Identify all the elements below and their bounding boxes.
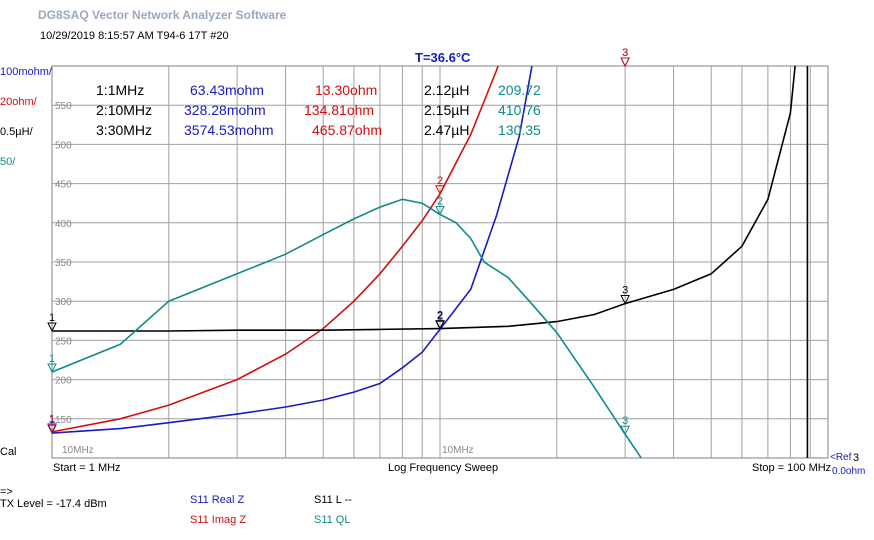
series-imag-z — [52, 66, 499, 433]
legend-inductance[interactable]: S11 L -- — [314, 494, 352, 506]
marker-number: 3 — [622, 47, 628, 59]
scale-real: 100mohm/ — [0, 66, 52, 78]
y-tick-label: 300 — [55, 297, 72, 308]
y-tick-label: 150 — [55, 415, 72, 426]
marker-1-real: 63.43mohm — [190, 82, 264, 98]
sweep-label: Log Frequency Sweep — [388, 462, 499, 474]
series-real-z — [52, 66, 533, 434]
start-label: Start = 1 MHz — [53, 462, 121, 474]
y-tick-label: 450 — [55, 180, 72, 191]
y-tick-label: 350 — [55, 258, 72, 269]
marker-1-q: 209.72 — [498, 82, 541, 98]
legend-ql[interactable]: S11 QL — [314, 514, 351, 526]
ref-value: 0.0ohm — [832, 466, 866, 477]
marker-triangle — [47, 322, 57, 333]
marker-2-imag: 134.81ohm — [304, 102, 375, 118]
ref-label: <Ref — [830, 452, 852, 463]
y-tick-labels: 150 200 250 300 350 400 450 500 550 — [55, 101, 72, 426]
marker-2-id-freq: 2:10MHz — [96, 102, 153, 118]
marker-number: 1 — [49, 413, 55, 425]
marker-3-imag: 465.87ohm — [312, 122, 383, 138]
marker-triangle — [620, 57, 630, 68]
marker-3-q: 130.35 — [498, 122, 541, 138]
marker-triangle — [47, 424, 57, 435]
app-title: DG8SAQ Vector Network Analyzer Software — [38, 8, 287, 22]
legend-real-z[interactable]: S11 Real Z — [190, 494, 245, 506]
scale-imag: 20ohm/ — [0, 96, 37, 108]
marker-triangle — [620, 57, 630, 68]
marker-number: 2 — [437, 310, 443, 322]
y-tick-label: 200 — [55, 376, 72, 387]
marker-number: 1 — [49, 312, 55, 324]
marker-triangle — [47, 363, 57, 374]
marker-1-imag: 13.30ohm — [315, 82, 378, 98]
tx-arrow: => — [0, 486, 13, 498]
stop-label: Stop = 100 MHz — [752, 462, 832, 474]
series-ql — [52, 198, 642, 458]
marker-3-id-freq: 3:30MHz — [96, 122, 153, 138]
series-group — [52, 66, 809, 458]
marker-triangle — [435, 185, 445, 195]
y-tick-label: 400 — [55, 219, 72, 230]
marker-number: 2 — [437, 175, 443, 187]
marker-number: 1 — [49, 414, 55, 426]
tx-level: TX Level = -17.4 dBm — [0, 498, 107, 510]
marker-triangle — [620, 425, 630, 436]
series-inductance — [52, 66, 796, 332]
timestamp-label: 10/29/2019 8:15:57 AM T94-6 17T #20 — [40, 30, 229, 42]
x-tick-10mhz: 10MHz — [442, 445, 474, 456]
marker-triangle — [47, 423, 57, 434]
marker-number: 1 — [49, 353, 55, 365]
marker-triangle — [620, 295, 630, 305]
marker-2-ind: 2.15µH — [424, 102, 470, 118]
marker-2-q: 410.76 — [498, 102, 541, 118]
marker-3-real: 3574.53mohm — [184, 122, 274, 138]
scale-inductance: 0.5µH/ — [0, 126, 33, 138]
y-tick-label: 550 — [55, 101, 72, 112]
marker-number: 3 — [622, 415, 628, 427]
x-tick-bottom-left: 10MHz — [62, 445, 94, 456]
marker-2-real: 328.28mohm — [184, 102, 266, 118]
marker-triangle — [435, 205, 445, 216]
marker-1-id-freq: 1:1MHz — [96, 82, 145, 98]
marker-number: 3 — [622, 285, 628, 297]
marker-number: 2 — [437, 195, 443, 207]
ref-number: 3 — [853, 452, 860, 464]
marker-1-ind: 2.12µH — [424, 82, 470, 98]
scale-q: 50/ — [0, 156, 16, 168]
temperature-label: T=36.6°C — [415, 50, 471, 65]
y-tick-label: 250 — [55, 336, 72, 347]
marker-3-ind: 2.47µH — [424, 122, 470, 138]
marker-number: 2 — [437, 310, 443, 322]
marker-triangle — [435, 320, 445, 330]
legend-imag-z[interactable]: S11 Imag Z — [190, 514, 247, 526]
grid — [52, 66, 828, 458]
cal-label: Cal — [0, 446, 17, 458]
y-tick-label: 500 — [55, 140, 72, 151]
marker-number: 3 — [622, 47, 628, 59]
